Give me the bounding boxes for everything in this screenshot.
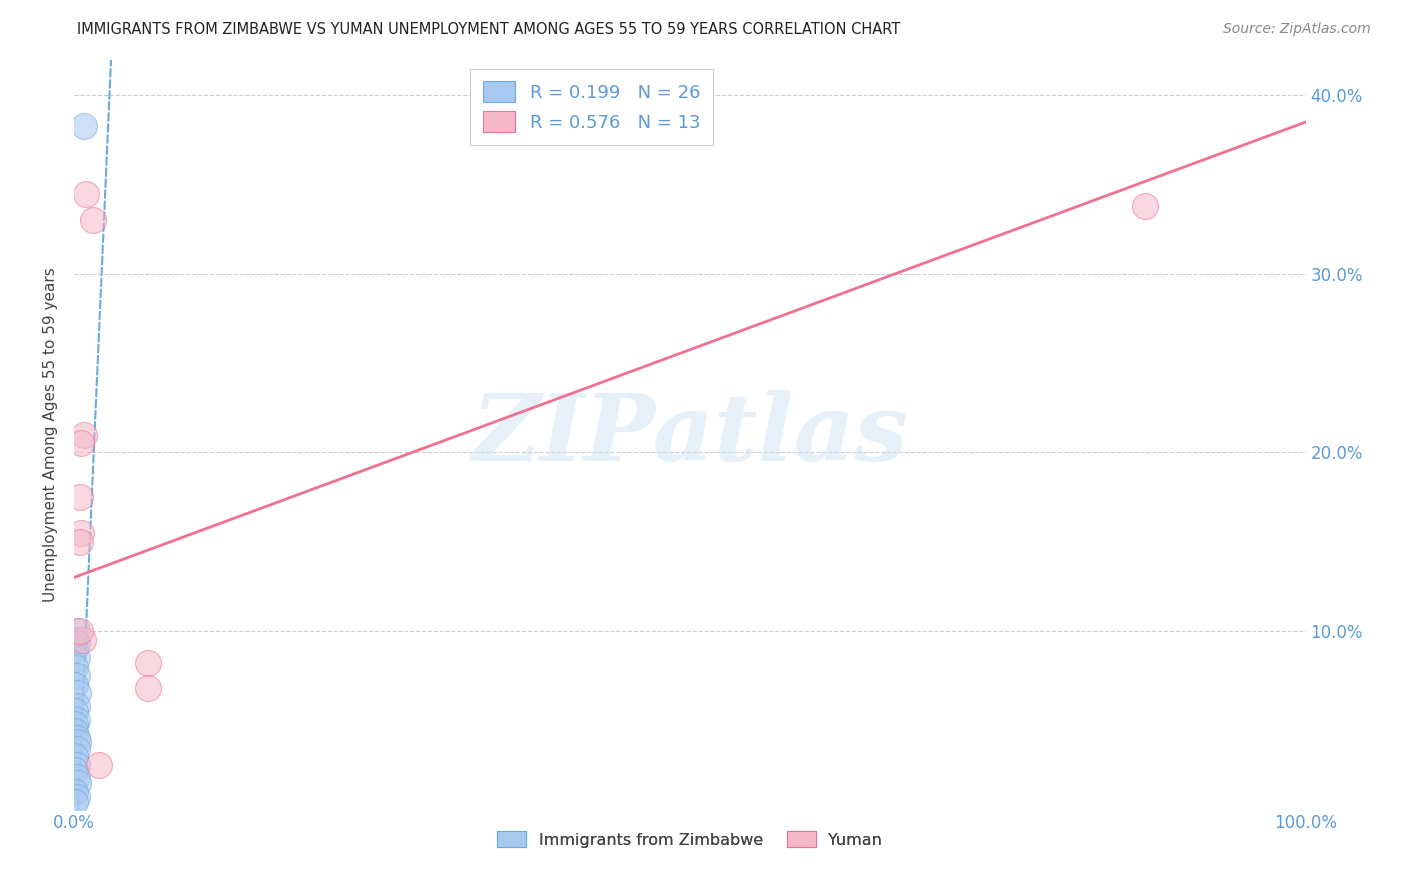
- Point: [75, 186, 97, 201]
- Point: [65, 636, 87, 650]
- Point: [65, 771, 87, 785]
- Point: [65, 785, 87, 799]
- Point: [65, 764, 87, 778]
- Text: Source: ZipAtlas.com: Source: ZipAtlas.com: [1223, 22, 1371, 37]
- Point: [65, 650, 87, 665]
- Y-axis label: Unemployment Among Ages 55 to 59 years: Unemployment Among Ages 55 to 59 years: [44, 268, 58, 602]
- Text: ZIPatlas: ZIPatlas: [471, 390, 908, 480]
- Point: [73, 427, 96, 442]
- Point: [65, 723, 87, 738]
- Point: [66, 734, 89, 748]
- Point: [69, 624, 91, 638]
- Point: [65, 796, 87, 810]
- Point: [65, 632, 87, 647]
- Point: [69, 490, 91, 504]
- Point: [72, 632, 94, 647]
- Legend: Immigrants from Zimbabwe, Yuman: Immigrants from Zimbabwe, Yuman: [491, 825, 889, 854]
- Point: [65, 641, 87, 656]
- Point: [65, 741, 87, 756]
- Point: [65, 716, 87, 731]
- Point: [65, 704, 87, 718]
- Point: [136, 656, 159, 670]
- Point: [65, 713, 87, 727]
- Point: [65, 731, 87, 745]
- Point: [87, 758, 110, 772]
- Point: [65, 749, 87, 764]
- Point: [65, 790, 87, 805]
- Point: [70, 525, 93, 540]
- Point: [1135, 199, 1157, 213]
- Point: [65, 758, 87, 772]
- Point: [70, 436, 93, 450]
- Point: [65, 668, 87, 682]
- Point: [65, 677, 87, 691]
- Point: [66, 686, 89, 700]
- Point: [65, 624, 87, 638]
- Point: [66, 776, 89, 790]
- Point: [65, 659, 87, 673]
- Point: [136, 681, 159, 695]
- Point: [69, 534, 91, 549]
- Text: IMMIGRANTS FROM ZIMBABWE VS YUMAN UNEMPLOYMENT AMONG AGES 55 TO 59 YEARS CORRELA: IMMIGRANTS FROM ZIMBABWE VS YUMAN UNEMPL…: [77, 22, 901, 37]
- Point: [65, 698, 87, 713]
- Point: [82, 213, 104, 227]
- Point: [73, 119, 96, 133]
